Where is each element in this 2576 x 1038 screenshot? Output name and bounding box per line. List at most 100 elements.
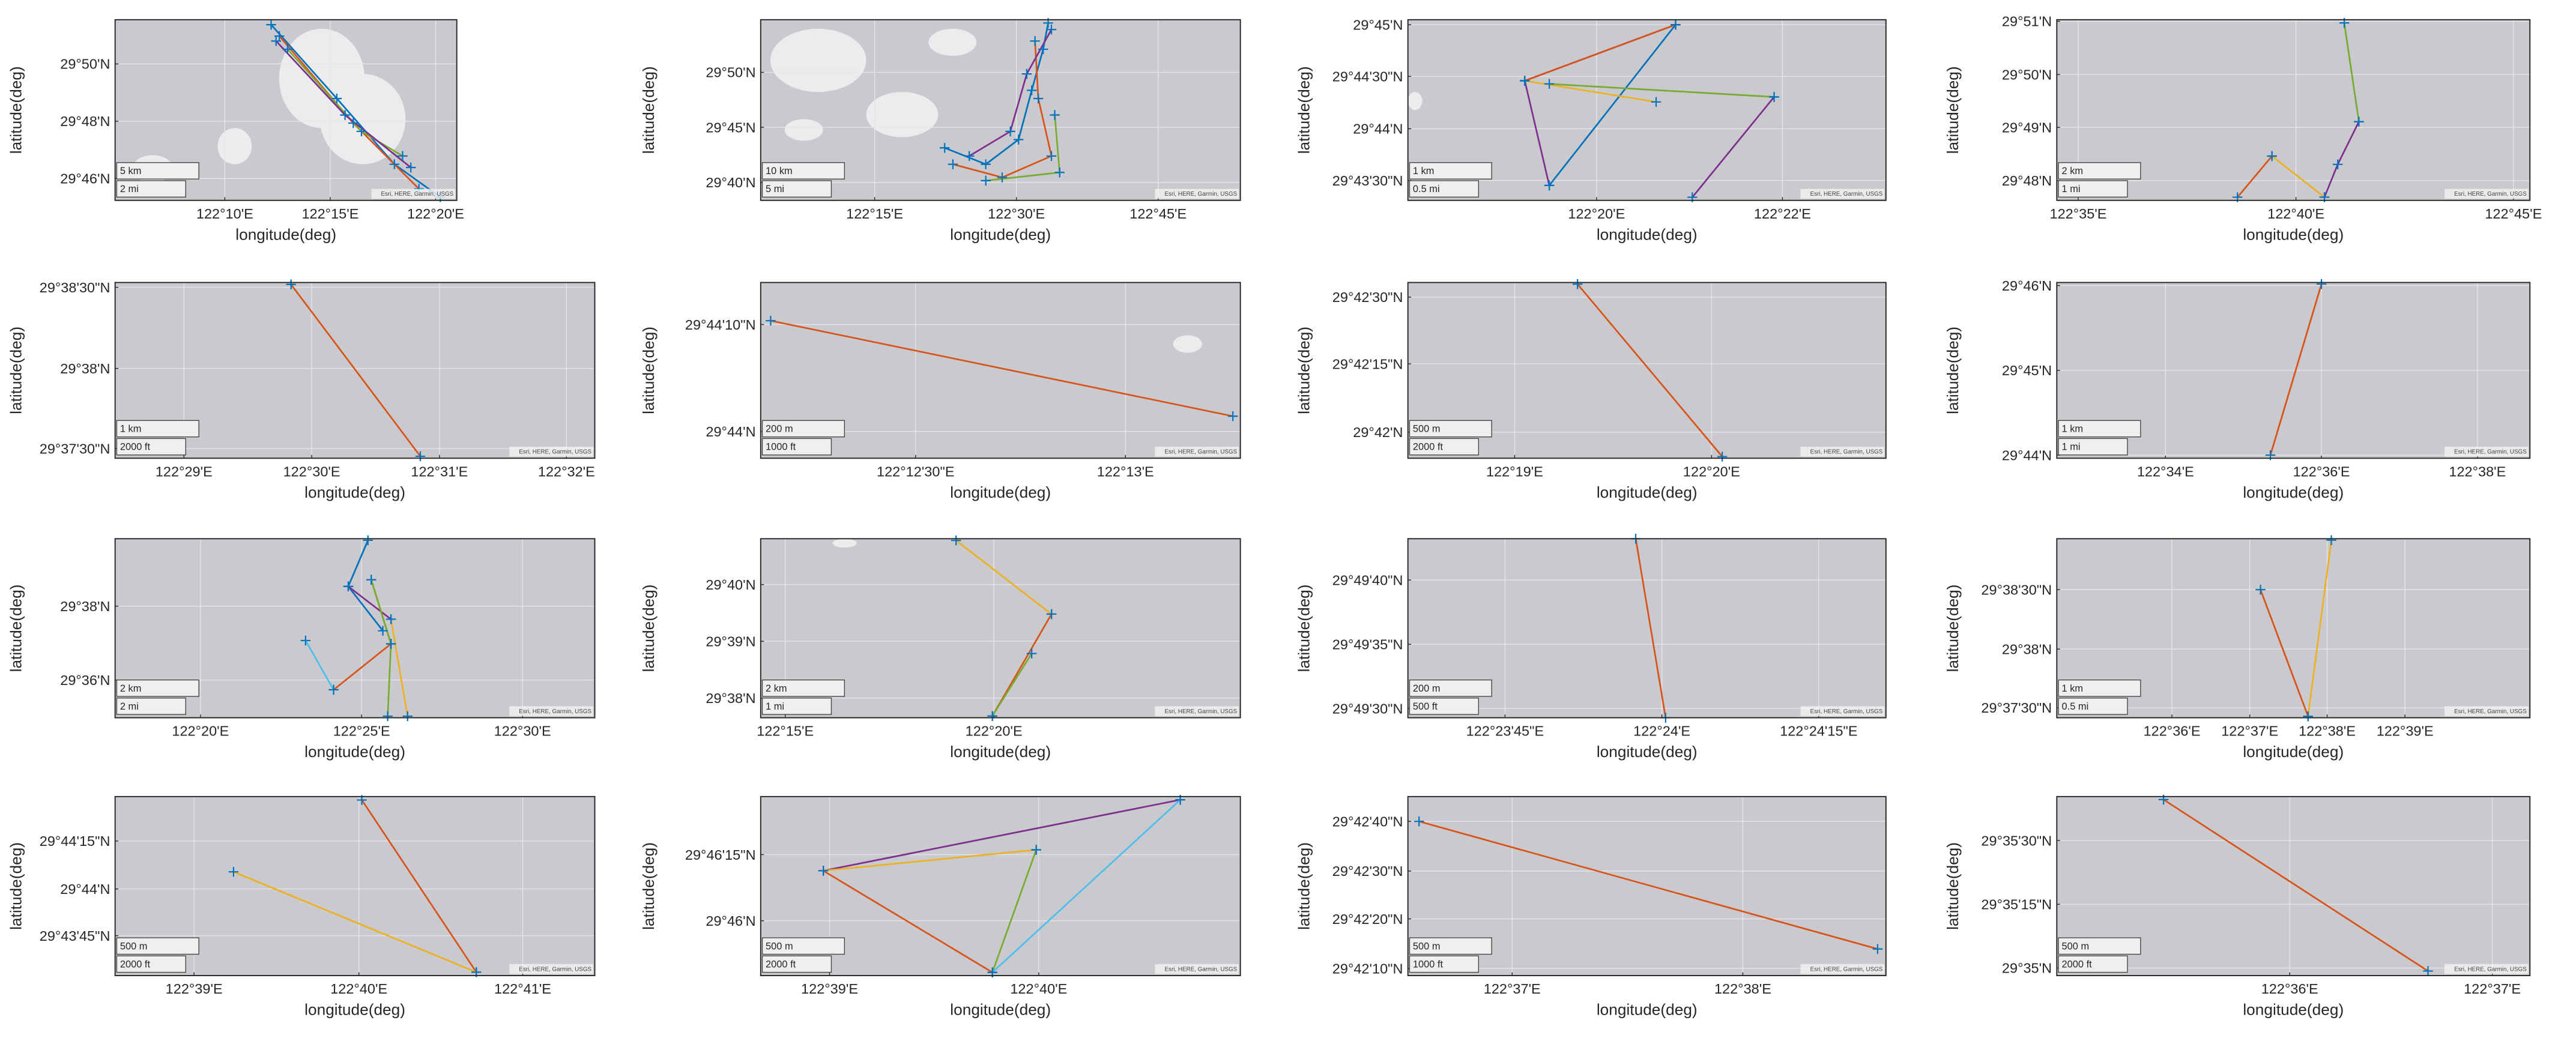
scale-bar-box — [761, 438, 832, 456]
x-tick-label: 122°23'45"E — [1466, 723, 1544, 739]
scale-bar-box — [116, 162, 199, 180]
scale-bar-box — [2058, 420, 2141, 438]
x-axis-label: longitude(deg) — [2243, 483, 2344, 501]
y-tick-label: 29°45'N — [2002, 363, 2052, 378]
x-axis-label: longitude(deg) — [235, 225, 336, 243]
track-point — [286, 279, 296, 289]
attribution-box — [509, 964, 593, 974]
x-axis-label: longitude(deg) — [950, 743, 1051, 761]
track-point — [300, 635, 311, 646]
y-tick-label: 29°46'N — [706, 913, 755, 929]
x-tick-label: 122°22'E — [1754, 206, 1811, 222]
map-axes: 122°36'E 122°37'E 122°38'E 122°39'E 29°38'30… — [1944, 535, 2531, 761]
track-point — [398, 151, 408, 161]
track-point — [2255, 584, 2266, 595]
track-point — [340, 110, 350, 120]
land-patch — [1173, 335, 1202, 353]
track-point — [1026, 85, 1037, 95]
land-patch — [784, 119, 823, 141]
y-tick-label: 29°49'N — [2002, 119, 2052, 135]
track-point — [1014, 134, 1024, 145]
track-point — [2267, 151, 2277, 161]
map-axes: 122°36'E 122°37'E 29°35'30"N 29°35'15"N 29°3… — [1944, 794, 2531, 1019]
attribution: Esri, HERE, Garmin, USGS — [1165, 708, 1238, 715]
y-tick-label: 29°45'N — [1353, 17, 1403, 32]
scale-bar-label: 2000 ft — [120, 959, 151, 970]
land-patch — [770, 28, 866, 92]
track-point — [348, 118, 358, 128]
track-line — [969, 29, 1053, 157]
scale-bar-box — [1409, 420, 1492, 438]
track-point — [366, 575, 376, 585]
map-axes: 122°34'E 122°36'E 122°38'E 29°46'N 29°45'N 29… — [1944, 278, 2531, 501]
attribution: Esri, HERE, Garmin, USGS — [1810, 708, 1883, 715]
x-tick-label: 122°45'E — [2485, 206, 2542, 222]
track-point — [1033, 93, 1044, 104]
track-line — [770, 319, 1233, 417]
scale-bar-box — [761, 180, 832, 198]
scale-bar-box — [761, 162, 845, 180]
track-line — [1634, 539, 1667, 718]
scale-bar-label: 1000 ft — [1413, 959, 1444, 970]
y-axis-label: latitude(deg) — [1295, 584, 1313, 672]
y-tick-label: 29°38'N — [60, 599, 110, 614]
x-tick-label: 122°15'E — [301, 206, 358, 222]
x-tick-label: 122°20'E — [172, 723, 229, 739]
track-point — [951, 535, 961, 546]
track-point — [1520, 76, 1530, 86]
attribution: Esri, HERE, Garmin, USGS — [519, 708, 591, 715]
x-tick-label: 122°34'E — [2137, 463, 2194, 479]
track-point — [987, 711, 997, 721]
attribution: Esri, HERE, Garmin, USGS — [519, 966, 591, 973]
scale-bar-label: 2 mi — [120, 701, 139, 712]
y-tick-label: 29°38'30"N — [40, 280, 110, 295]
x-tick-label: 122°29'E — [156, 463, 213, 479]
x-tick-label: 122°45'E — [1129, 206, 1187, 222]
scale-bar-box — [116, 679, 199, 697]
track-line — [1549, 24, 1677, 186]
track-point — [331, 93, 342, 104]
y-tick-label: 29°44'N — [2002, 447, 2052, 463]
track-point — [343, 581, 354, 591]
x-tick-label: 122°20'E — [407, 206, 464, 222]
x-tick-label: 122°39'E — [166, 981, 223, 997]
x-tick-label: 122°13'E — [1097, 463, 1154, 479]
y-tick-label: 29°46'N — [2002, 278, 2052, 294]
track-point — [382, 711, 393, 722]
track-point — [228, 866, 239, 877]
track-line — [361, 799, 477, 973]
track-point — [378, 626, 388, 636]
scale-bar-label: 2 km — [2062, 166, 2084, 177]
track-point — [282, 44, 293, 55]
y-tick-label: 29°50'N — [706, 65, 755, 80]
axes-frame — [760, 795, 1241, 976]
x-tick-label: 122°36'E — [2261, 981, 2318, 997]
track-point — [385, 614, 396, 624]
x-axis-label: longitude(deg) — [950, 483, 1051, 501]
track-line — [991, 799, 1181, 973]
track-line — [2343, 22, 2360, 122]
scale-bar-label: 0.5 mi — [1413, 184, 1440, 195]
x-tick-label: 122°37'E — [2221, 723, 2278, 739]
scale-bar-box — [2058, 180, 2128, 198]
scale-bar-label: 1 mi — [2062, 442, 2081, 453]
y-axis-label: latitude(deg) — [7, 584, 25, 672]
attribution-box — [1155, 964, 1239, 974]
track-point — [271, 36, 281, 46]
y-tick-label: 29°51'N — [2002, 14, 2052, 29]
x-tick-label: 122°39'E — [801, 981, 858, 997]
track-point — [997, 172, 1008, 183]
x-tick-label: 122°37'E — [2464, 981, 2521, 997]
map-axes: 122°15'E 122°20'E 29°40'N 29°39'N 29°38'N 2 k… — [639, 535, 1241, 761]
map-axes: 122°20'E 122°25'E 122°30'E 29°38'N 29°36'N 2 … — [7, 535, 596, 761]
y-tick-label: 29°48'N — [2002, 173, 2052, 189]
track-point — [948, 159, 958, 169]
scale-bar-label: 1 km — [120, 424, 142, 435]
scale-bar-box — [116, 955, 186, 973]
y-tick-label: 29°48'N — [60, 113, 110, 129]
track-line — [2307, 540, 2332, 717]
x-tick-label: 122°36'E — [2293, 463, 2350, 479]
track-point — [1572, 279, 1583, 289]
track-point — [1769, 92, 1779, 102]
